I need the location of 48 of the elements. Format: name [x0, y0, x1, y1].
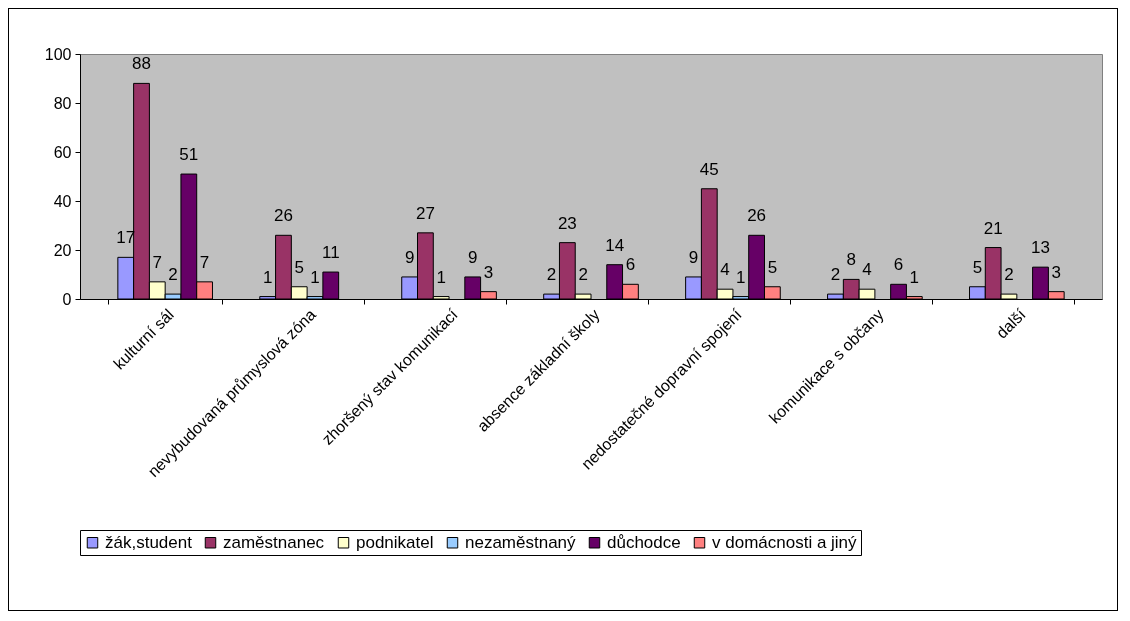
data-label: 26	[747, 206, 767, 226]
legend-label: zaměstnanec	[223, 532, 325, 552]
data-label: 13	[1031, 238, 1050, 258]
y-tick-label: 80	[53, 94, 72, 112]
data-label: 2	[546, 265, 557, 285]
data-label: 11	[321, 243, 340, 263]
data-label: 8	[846, 250, 856, 270]
data-label: 6	[893, 255, 904, 275]
y-tick-label: 0	[62, 290, 72, 308]
data-label: 45	[699, 159, 719, 179]
data-label: 2	[168, 265, 178, 285]
data-label: 2	[1004, 265, 1014, 285]
data-label: 9	[467, 247, 478, 267]
data-label: 23	[557, 213, 577, 233]
y-tick-label: 100	[44, 45, 72, 63]
legend-label: důchodce	[607, 532, 681, 552]
data-label: 5	[972, 257, 983, 277]
data-label: 7	[199, 252, 210, 272]
data-label: 4	[862, 260, 872, 280]
data-label: 14	[605, 235, 625, 255]
legend-label: žák,student	[105, 532, 193, 552]
data-label: 51	[179, 145, 199, 165]
data-label: 1	[436, 267, 446, 287]
data-label: 2	[578, 265, 588, 285]
legend-label: nezaměstnaný	[465, 532, 577, 552]
y-tick-label: 20	[53, 241, 72, 259]
data-label: 88	[132, 54, 151, 74]
data-label: 1	[262, 267, 273, 287]
data-label: 5	[767, 257, 778, 277]
data-label: 7	[152, 252, 163, 272]
data-label: 2	[830, 265, 841, 285]
data-label: 21	[983, 218, 1003, 238]
data-label: 5	[294, 257, 304, 277]
data-label: 6	[625, 255, 636, 275]
data-label: 1	[310, 267, 320, 287]
data-label: 27	[415, 203, 435, 223]
data-label: 3	[1051, 262, 1061, 282]
data-label: 26	[273, 206, 293, 226]
legend-label: v domácnosti a jiný	[712, 532, 858, 552]
data-label: 3	[483, 262, 494, 282]
y-tick-label: 60	[53, 143, 72, 161]
data-label: 1	[909, 267, 920, 287]
data-label: 1	[736, 267, 746, 287]
data-label: 4	[720, 260, 730, 280]
data-label: 9	[404, 247, 415, 267]
legend-label: podnikatel	[356, 532, 434, 552]
y-tick-label: 40	[53, 192, 72, 210]
data-label: 9	[688, 247, 699, 267]
